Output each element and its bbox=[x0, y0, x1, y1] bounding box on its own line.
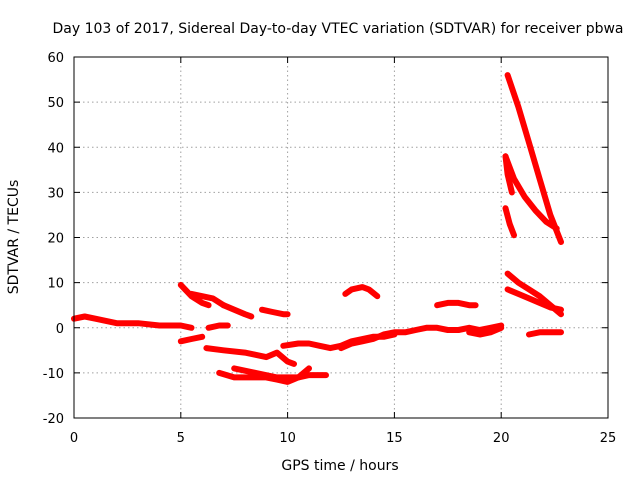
x-tick-label: 25 bbox=[600, 431, 617, 446]
x-tick-label: 20 bbox=[493, 431, 510, 446]
series-line-s18 bbox=[502, 153, 515, 196]
y-tick-label: 30 bbox=[47, 186, 64, 201]
x-tick-label: 10 bbox=[279, 431, 296, 446]
ticks bbox=[73, 56, 609, 419]
y-tick-label: 0 bbox=[56, 322, 64, 337]
y-tick-label: -10 bbox=[43, 367, 64, 382]
series-line-s9 bbox=[231, 365, 329, 381]
x-tick-label: 15 bbox=[386, 431, 403, 446]
series-line-s6 bbox=[177, 333, 206, 345]
chart-title: Day 103 of 2017, Sidereal Day-to-day VTE… bbox=[52, 21, 623, 37]
x-axis-title: GPS time / hours bbox=[281, 458, 398, 474]
y-tick-label: 50 bbox=[47, 96, 64, 111]
y-axis-title: SDTVAR / TECUs bbox=[6, 180, 22, 295]
series-line-s16 bbox=[504, 72, 564, 245]
y-tick-label: 20 bbox=[47, 232, 64, 247]
series-line-s17 bbox=[502, 153, 560, 232]
series-line-s7 bbox=[203, 345, 297, 367]
series-line-s19 bbox=[502, 205, 517, 239]
y-tick-label: 40 bbox=[47, 141, 64, 156]
series-line-s2 bbox=[177, 281, 212, 309]
series-line-s14 bbox=[434, 299, 479, 309]
series-line-s22 bbox=[526, 329, 564, 338]
grid bbox=[74, 57, 608, 418]
x-tick-label: 0 bbox=[70, 431, 78, 446]
series-line-s13 bbox=[342, 284, 381, 300]
series-line-s10 bbox=[259, 306, 291, 318]
series-line-s3 bbox=[188, 290, 227, 309]
series-line-s21 bbox=[504, 286, 564, 313]
series-line-s5 bbox=[205, 322, 231, 331]
y-tick-label: 10 bbox=[47, 277, 64, 292]
series-line-s4 bbox=[220, 302, 255, 320]
y-tick-label: 60 bbox=[47, 51, 64, 66]
x-tick-label: 5 bbox=[177, 431, 185, 446]
series-group bbox=[71, 72, 564, 385]
x-tick-labels: 0 5 10 15 20 25 bbox=[70, 431, 616, 446]
series-line-s1 bbox=[71, 313, 195, 331]
y-tick-label: -20 bbox=[43, 412, 64, 427]
series-line-s12 bbox=[338, 322, 505, 352]
y-tick-labels: -20 -10 0 10 20 30 40 50 60 bbox=[43, 51, 64, 427]
series-line-s15 bbox=[466, 324, 505, 338]
